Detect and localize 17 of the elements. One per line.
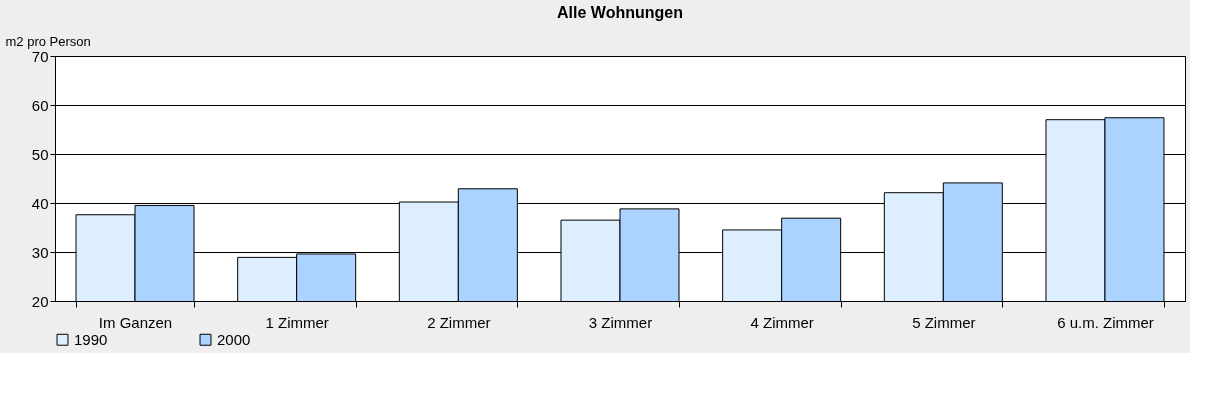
x-tick-label: 6 u.m. Zimmer bbox=[1057, 313, 1154, 331]
chart-title: Alle Wohnungen bbox=[557, 4, 683, 21]
x-tick-label: 1 Zimmer bbox=[265, 313, 329, 331]
y-tick-label: 60 bbox=[31, 96, 49, 114]
y-tick-label: 30 bbox=[31, 243, 49, 261]
y-axis-title: m2 pro Person bbox=[5, 33, 91, 49]
x-tick-label: 2 Zimmer bbox=[427, 313, 491, 331]
y-tick-label: 20 bbox=[31, 292, 49, 310]
x-tick-label: 3 Zimmer bbox=[588, 313, 653, 331]
y-tick-label: 50 bbox=[31, 145, 49, 163]
legend-label: 2000 bbox=[217, 330, 251, 348]
x-tick-label: Im Ganzen bbox=[98, 313, 173, 331]
legend-label: 1990 bbox=[74, 330, 108, 348]
x-tick-label: 4 Zimmer bbox=[750, 313, 814, 331]
x-tick-label: 5 Zimmer bbox=[912, 313, 976, 331]
y-tick-label: 40 bbox=[31, 194, 49, 212]
y-tick-label: 70 bbox=[31, 47, 49, 65]
